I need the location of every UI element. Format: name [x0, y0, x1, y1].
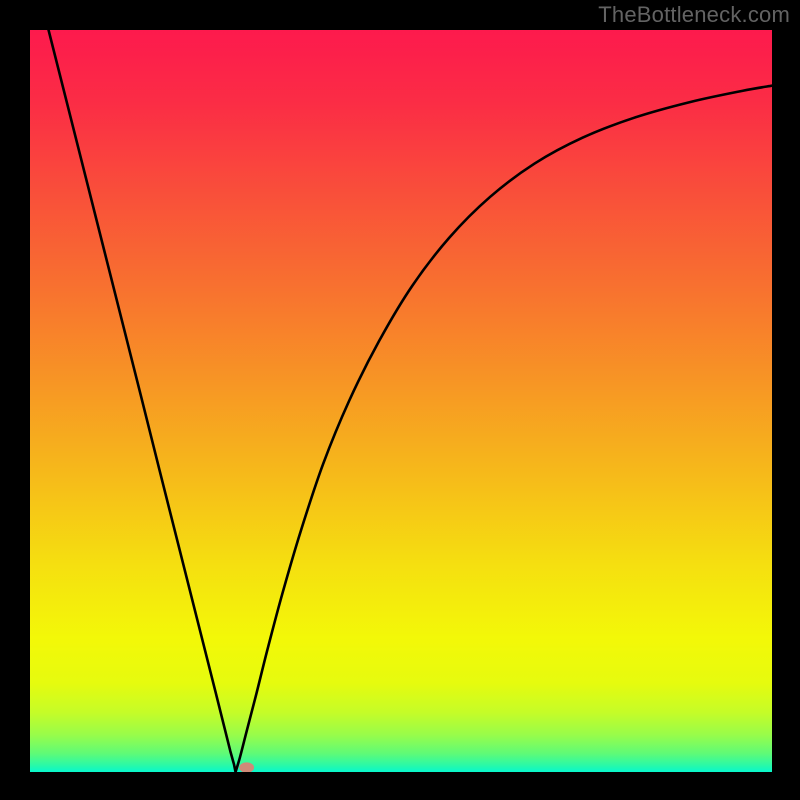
watermark-text: TheBottleneck.com: [598, 2, 790, 28]
plot-svg: [30, 30, 772, 772]
chart-frame: TheBottleneck.com: [0, 0, 800, 800]
plot-area: [30, 30, 772, 772]
